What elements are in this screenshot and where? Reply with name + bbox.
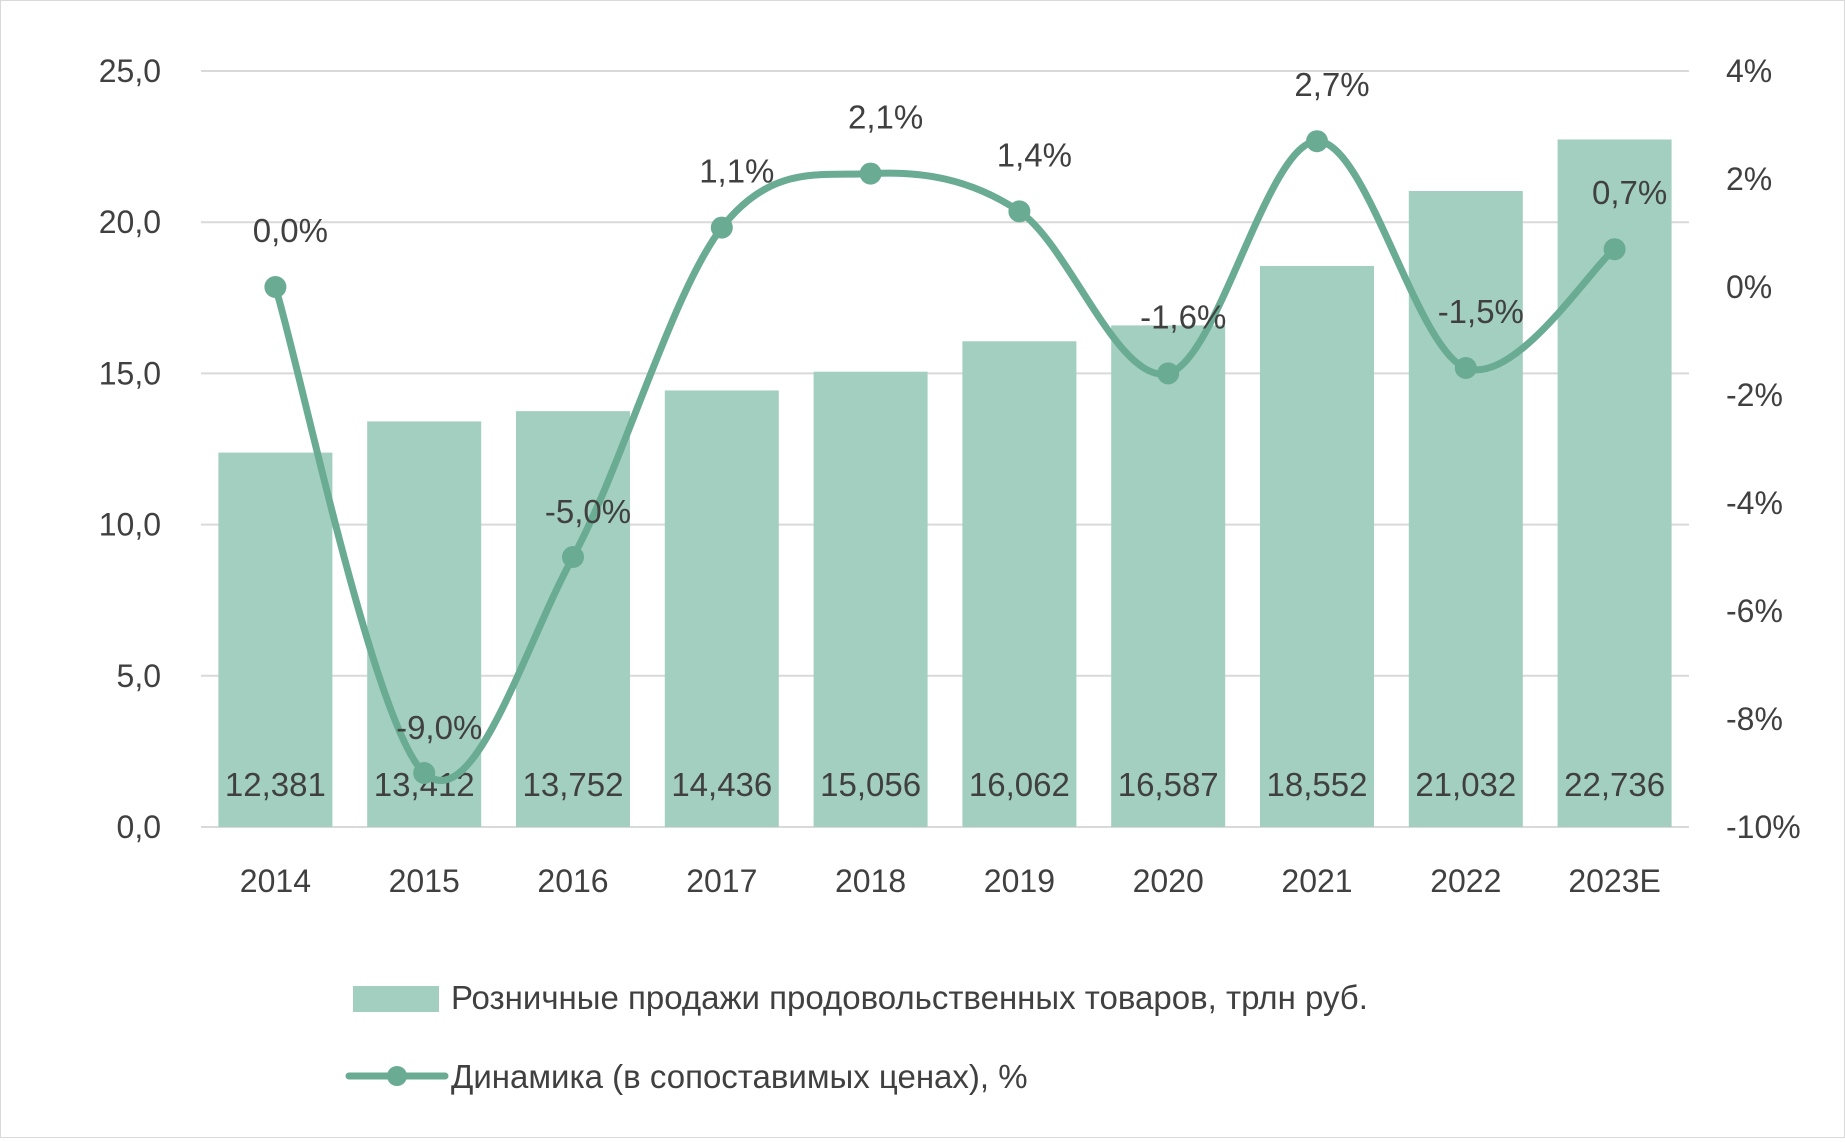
bar — [1260, 265, 1374, 827]
left-axis-tick-label: 15,0 — [99, 355, 161, 391]
x-axis-category-label: 2018 — [835, 863, 906, 899]
right-axis-tick-label: 0% — [1726, 269, 1772, 305]
growth-line — [271, 137, 1619, 784]
growth-point — [710, 216, 733, 239]
bar-value-label: 16,587 — [1118, 766, 1219, 803]
bar — [962, 341, 1077, 827]
growth-point — [1603, 238, 1626, 261]
bar-series — [218, 139, 1672, 828]
bar — [1408, 190, 1523, 828]
legend-line-marker — [387, 1066, 407, 1086]
bar-value-label: 18,552 — [1267, 766, 1368, 803]
left-axis-tick-label: 20,0 — [99, 204, 161, 240]
x-axis-category-label: 2015 — [389, 863, 460, 899]
legend-bar-swatch — [353, 986, 439, 1012]
bar — [1111, 325, 1226, 827]
growth-point — [413, 762, 436, 784]
bar-value-label: 14,436 — [671, 766, 772, 803]
growth-value-label: -9,0% — [396, 709, 482, 746]
bar — [664, 390, 779, 827]
growth-value-label: 2,1% — [848, 99, 923, 136]
x-axis-category-label: 2023E — [1568, 863, 1661, 899]
x-axis-category-label: 2022 — [1430, 863, 1501, 899]
growth-point — [562, 546, 584, 568]
growth-point — [1157, 362, 1180, 385]
bar — [218, 452, 333, 827]
growth-point — [1454, 357, 1477, 379]
right-axis-tick-label: 2% — [1726, 161, 1772, 197]
growth-value-label: -1,5% — [1438, 293, 1524, 330]
right-axis-tick-label: -2% — [1726, 377, 1783, 413]
x-axis-category-label: 2020 — [1133, 863, 1204, 899]
legend-bar-label: Розничные продажи продовольственных това… — [451, 979, 1368, 1016]
bar-value-label: 12,381 — [225, 766, 326, 803]
bar-value-labels: 12,381 13,412 13,752 14,436 15,056 16,062 16,5… — [225, 766, 1665, 803]
growth-value-label: -5,0% — [545, 493, 631, 530]
bar-value-label: 15,056 — [820, 766, 921, 803]
legend: Розничные продажи продовольственных това… — [345, 979, 1368, 1095]
growth-point — [1008, 200, 1031, 223]
bar — [367, 421, 482, 827]
bar-value-label: 22,736 — [1564, 766, 1665, 803]
right-axis-tick-label: -6% — [1726, 593, 1783, 629]
left-axis-tick-label: 0,0 — [117, 809, 161, 845]
bar-value-label: 16,062 — [969, 766, 1070, 803]
bar — [813, 371, 928, 827]
x-axis-category-label: 2017 — [686, 863, 757, 899]
growth-value-label: 1,1% — [699, 153, 774, 190]
bar-value-label: 13,752 — [523, 766, 624, 803]
right-y-axis: -10% -8% -6% -4% -2% 0% 2% 4% — [1726, 53, 1801, 845]
left-axis-tick-label: 25,0 — [99, 53, 161, 89]
right-axis-tick-label: 4% — [1726, 53, 1772, 89]
right-axis-tick-label: -10% — [1726, 809, 1801, 845]
growth-point — [1306, 130, 1328, 153]
growth-value-label: -1,6% — [1140, 298, 1226, 335]
growth-value-label: 2,7% — [1294, 66, 1369, 103]
line-series — [264, 130, 1626, 784]
right-axis-tick-label: -8% — [1726, 701, 1783, 737]
left-axis-tick-label: 5,0 — [117, 658, 161, 694]
x-axis-category-label: 2021 — [1281, 863, 1352, 899]
x-axis: 2014 2015 2016 2017 2018 2019 2020 2021 2022 2023… — [240, 863, 1661, 899]
x-axis-category-label: 2014 — [240, 863, 311, 899]
bar-value-label: 21,032 — [1415, 766, 1516, 803]
right-axis-tick-label: -4% — [1726, 485, 1783, 521]
growth-value-label: 1,4% — [997, 136, 1072, 173]
x-axis-category-label: 2016 — [537, 863, 608, 899]
left-y-axis: 0,0 5,0 10,0 15,0 20,0 25,0 — [99, 53, 161, 845]
growth-value-label: 0,7% — [1592, 174, 1667, 211]
growth-point — [264, 276, 287, 298]
x-axis-category-label: 2019 — [984, 863, 1055, 899]
left-axis-tick-label: 10,0 — [99, 507, 161, 543]
legend-line-label: Динамика (в сопоставимых ценах), % — [451, 1058, 1028, 1095]
growth-value-label: 0,0% — [253, 212, 328, 249]
line-value-labels: 0,0% -9,0% -5,0% 1,1% 2,1% 1,4% -1,6% 2,7% -1,5%… — [253, 66, 1667, 746]
growth-point — [859, 162, 882, 185]
